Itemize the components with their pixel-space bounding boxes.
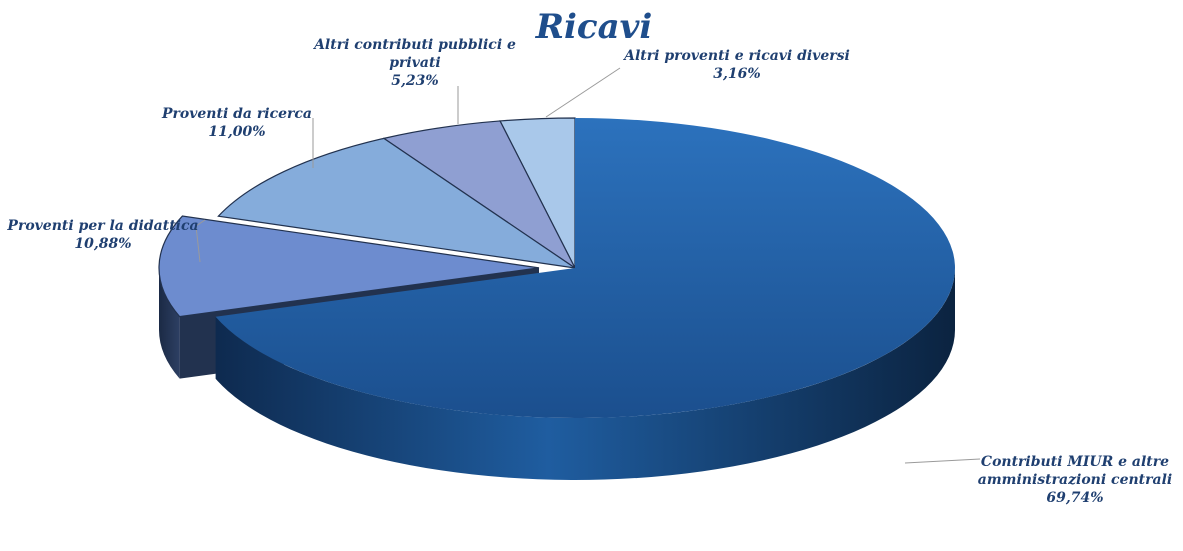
- slice-label-group: Proventi da ricerca 11,00%: [161, 106, 314, 168]
- pie-slice: [215, 118, 956, 481]
- slice-value-label: 5,23%: [391, 73, 438, 89]
- leader-line: [904, 458, 981, 464]
- slice-value-label: 3,16%: [713, 66, 760, 82]
- slice-top: [158, 215, 540, 318]
- slice-label-group: Contributi MIUR e altre amministrazioni c…: [904, 454, 1172, 506]
- slice-value-label: 10,88%: [74, 236, 131, 252]
- slice-name-label: Proventi da ricerca: [161, 106, 312, 122]
- pie-slices: [158, 117, 956, 481]
- slice-side: [215, 268, 956, 481]
- slice-side: [159, 267, 180, 379]
- slice-name-label: privati: [389, 55, 440, 71]
- slice-name-label: Contributi MIUR e altre: [981, 454, 1169, 470]
- pie-slice: [217, 137, 576, 269]
- slice-name-label: amministrazioni centrali: [978, 472, 1172, 488]
- slice-value-label: 69,74%: [1046, 490, 1103, 506]
- slice-label-group: Altri contributi pubblici e privati 5,23%: [312, 37, 516, 124]
- slice-name-label: Altri proventi e ricavi diversi: [622, 48, 850, 64]
- slice-label-group: Proventi per la didattica 10,88%: [6, 218, 206, 263]
- leader-line: [195, 219, 206, 263]
- slice-label-group: Altri proventi e ricavi diversi 3,16%: [545, 48, 850, 118]
- slice-name-label: Proventi per la didattica: [6, 218, 198, 234]
- slice-top: [217, 137, 576, 269]
- slice-name-label: Altri contributi pubblici e: [312, 37, 516, 53]
- slice-value-label: 11,00%: [208, 124, 265, 140]
- chart-title: Ricavi: [535, 7, 653, 47]
- slice-top: [215, 118, 956, 418]
- slice-labels: Contributi MIUR e altre amministrazioni c…: [6, 37, 1172, 506]
- leader-line: [545, 67, 621, 118]
